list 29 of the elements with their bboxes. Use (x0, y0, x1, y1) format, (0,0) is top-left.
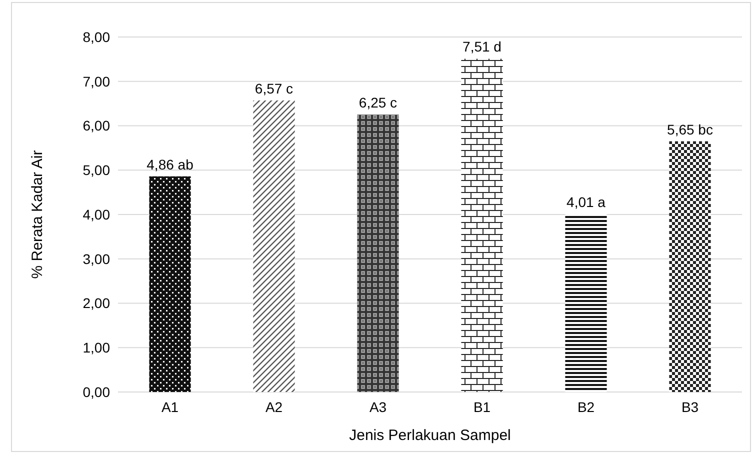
x-tick-label: B1 (473, 399, 491, 415)
y-tick-label: 2,00 (82, 295, 110, 312)
y-tick-label: 3,00 (82, 250, 110, 267)
bar (357, 114, 399, 392)
bar (669, 141, 711, 392)
bar (253, 100, 295, 392)
data-label: 5,65 bc (667, 121, 713, 138)
y-tick-label: 0,00 (82, 384, 110, 400)
data-label: 4,01 a (566, 194, 606, 210)
data-label: 6,57 c (254, 80, 294, 96)
x-tick-label: B2 (577, 399, 595, 415)
y-tick-label: 8,00 (82, 28, 110, 45)
bar (461, 58, 503, 392)
data-label: 7,51 d (462, 38, 502, 55)
data-label: 4,86 ab (146, 156, 194, 172)
bar (149, 176, 191, 392)
data-label: 6,25 c (358, 94, 398, 111)
x-tick-label: B3 (681, 399, 699, 415)
y-axis-title: % Rerata Kadar Air (29, 150, 46, 279)
bar (565, 214, 607, 392)
y-tick-label: 7,00 (82, 73, 110, 90)
y-tick-label: 1,00 (82, 340, 110, 356)
y-tick-label: 5,00 (82, 162, 110, 178)
y-tick-label: 4,00 (82, 206, 110, 222)
x-tick-label: A1 (161, 399, 179, 415)
y-tick-label: 6,00 (82, 118, 110, 134)
x-axis-title: Jenis Perlakuan Sampel (349, 427, 511, 444)
x-tick-label: A2 (265, 399, 283, 415)
x-tick-label: A3 (369, 399, 387, 415)
